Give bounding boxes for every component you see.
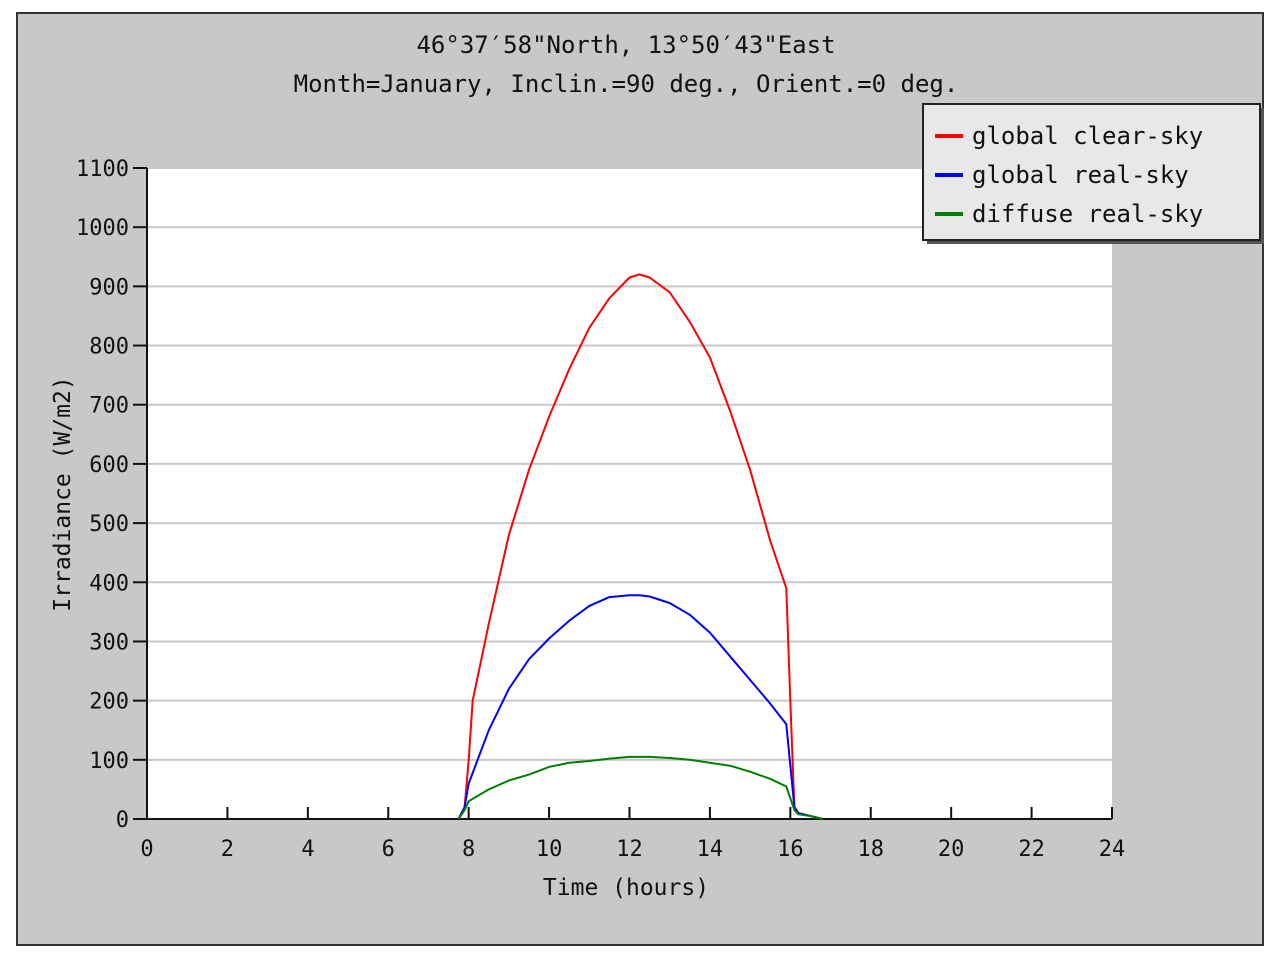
x-tick-label: 24 [1099,837,1126,862]
legend-label: global real-sky [972,161,1189,189]
legend: global clear-sky global real-sky diffuse r… [922,103,1264,244]
plot-area [147,168,1112,819]
y-tick-label: 1000 [76,216,129,241]
y-tick-label: 600 [89,453,129,478]
y-tick-label: 300 [89,630,129,655]
legend-label: global clear-sky [972,122,1203,150]
x-tick-label: 10 [536,837,563,862]
x-tick-label: 14 [697,837,724,862]
x-tick-label: 18 [858,837,885,862]
x-tick-label: 2 [221,837,234,862]
legend-box [922,103,1261,241]
y-tick-label: 0 [116,808,129,833]
series-diffuse-real-sky [457,755,823,820]
series-global-clear-sky [457,273,823,820]
y-tick-label: 400 [89,571,129,596]
y-tick-label: 200 [89,690,129,715]
x-tick-label: 6 [382,837,395,862]
y-tick-label: 500 [89,512,129,537]
chart-subtitle: Month=January, Inclin.=90 deg., Orient.=… [294,70,959,98]
x-axis-label: Time (hours) [543,875,709,901]
x-tick-label: 22 [1018,837,1045,862]
grid-lines [147,167,1112,761]
x-tick-label: 20 [938,837,965,862]
x-tick-label: 12 [616,837,643,862]
series-lines [457,273,823,820]
chart-title: 46°37′58"North, 13°50′43"East [416,31,835,59]
y-tick-label: 700 [89,394,129,419]
y-axis-label: Irradiance (W/m2) [50,376,76,611]
y-tick-label: 900 [89,275,129,300]
y-tick-label: 1100 [76,157,129,182]
x-tick-label: 4 [301,837,314,862]
legend-label: diffuse real-sky [972,200,1203,228]
x-tick-label: 16 [777,837,804,862]
x-tick-label: 8 [462,837,475,862]
y-tick-label: 800 [89,335,129,360]
y-tick-label: 100 [89,749,129,774]
series-global-real-sky [457,594,823,820]
x-tick-label: 0 [140,837,153,862]
